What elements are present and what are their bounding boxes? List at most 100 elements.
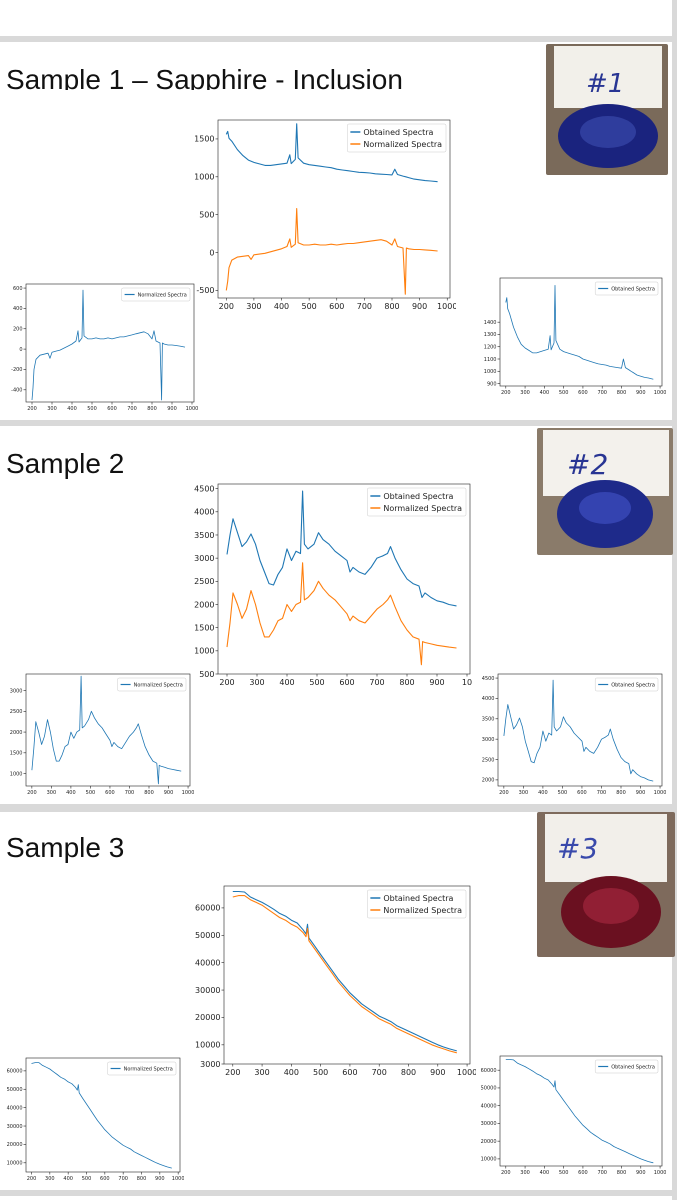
plot-frame <box>25 1057 181 1173</box>
y-tick-label: 1500 <box>10 751 23 757</box>
x-tick-label: 600 <box>105 790 115 796</box>
x-tick-label: 700 <box>597 390 607 396</box>
legend-label: Obtained Spectra <box>611 1064 655 1070</box>
y-tick-label: 1000 <box>10 771 23 777</box>
x-tick-label: 800 <box>617 1170 627 1176</box>
x-tick-label: 500 <box>302 302 317 311</box>
y-tick-label: 3000 <box>482 737 495 743</box>
x-tick-label: 900 <box>429 678 444 687</box>
y-tick-label: 0 <box>19 347 22 353</box>
x-tick-label: 400 <box>66 790 76 796</box>
x-tick-label: 300 <box>520 390 530 396</box>
chart-s2-main: 200 300 400 500 600 700 800 900 10 500 1000 1500 200… <box>186 480 476 692</box>
chart-svg: 200 300 400 500 600 700 800 900 1000 -500 0 500 1000… <box>194 119 456 311</box>
y-tick-label: -400 <box>11 388 22 394</box>
x-tick-label: 900 <box>430 1068 445 1077</box>
legend-box <box>594 1059 659 1074</box>
y-tick-label: 60000 <box>195 904 220 913</box>
y-tick-label: 1000 <box>194 647 214 656</box>
y-tick-label: 400 <box>13 306 23 312</box>
x-tick-label: 500 <box>82 1176 92 1182</box>
legend-box <box>367 889 467 919</box>
x-tick-label: 300 <box>519 790 529 796</box>
chart-s2-left: 200 300 400 500 600 700 800 900 1000 1000 1500 2000… <box>2 670 194 802</box>
y-tick-label: 40000 <box>7 1105 23 1111</box>
x-tick-label: 200 <box>501 1170 511 1176</box>
legend-label: Obtained Spectra <box>383 894 453 903</box>
x-tick-label: 200 <box>219 678 234 687</box>
y-tick-label: 50000 <box>7 1087 23 1093</box>
x-tick-label: 700 <box>597 790 607 796</box>
next-slide <box>0 1196 672 1200</box>
x-tick-label: 500 <box>558 790 568 796</box>
y-tick-label: 2500 <box>482 757 495 763</box>
legend-label: Normalized Spectra <box>138 292 187 298</box>
chart-svg: 200 300 400 500 600 700 800 900 1000 1000 1500 2000… <box>10 673 194 796</box>
x-tick-label: 300 <box>254 1068 269 1077</box>
x-tick-label: 200 <box>225 1068 240 1077</box>
slide-sample-3: Sample 3 #3 200 300 400 500 600 700 800 900 1000… <box>0 812 675 1190</box>
x-tick-label: 300 <box>47 406 57 412</box>
x-tick-label: 1000 <box>654 1170 666 1176</box>
y-tick-label: 500 <box>199 210 214 219</box>
y-tick-label: 2000 <box>194 600 214 609</box>
x-tick-label: 200 <box>27 406 37 412</box>
x-tick-label: 1000 <box>654 390 666 396</box>
x-tick-label: 400 <box>67 406 77 412</box>
x-tick-label: 900 <box>636 390 646 396</box>
x-tick-label: 600 <box>342 1068 357 1077</box>
y-tick-label: 1000 <box>484 369 497 375</box>
photo-label: #1 <box>586 69 624 99</box>
series-line-obtained-spectra <box>226 490 457 607</box>
x-tick-label: 400 <box>538 790 548 796</box>
legend-label: Normalized Spectra <box>383 504 462 513</box>
x-tick-label: 800 <box>399 678 414 687</box>
legend-box <box>107 1061 177 1076</box>
plot-frame <box>497 673 663 787</box>
y-tick-label: 1100 <box>484 357 497 363</box>
y-tick-label: 2500 <box>10 709 23 715</box>
chart-s3-right: 200 300 400 500 600 700 800 900 1000 10000 20000 30… <box>474 1052 666 1182</box>
x-tick-label: 900 <box>636 1170 646 1176</box>
y-tick-label: 3000 <box>200 1060 220 1069</box>
legend-box <box>347 123 447 153</box>
y-tick-label: 50000 <box>195 931 220 940</box>
chart-s3-main: 200 300 400 500 600 700 800 900 1000 3000 10000 200… <box>186 882 476 1082</box>
y-tick-label: 2000 <box>10 730 23 736</box>
x-tick-label: 500 <box>559 390 569 396</box>
slide-sample-2: Sample 2 #2 200 300 400 500 600 700 800 900 10 50… <box>0 426 673 804</box>
series-line-normalized-spectra <box>226 562 457 666</box>
y-tick-label: 4500 <box>482 676 495 682</box>
y-tick-label: 500 <box>199 670 214 679</box>
slide-title: Sample 1 – Sapphire - Inclusion <box>6 64 403 90</box>
y-tick-label: 600 <box>13 286 23 292</box>
y-tick-label: 30000 <box>481 1121 497 1127</box>
y-tick-label: 0 <box>209 248 214 257</box>
y-tick-label: 40000 <box>195 958 220 967</box>
y-tick-label: 40000 <box>481 1103 497 1109</box>
x-tick-label: 400 <box>63 1176 73 1182</box>
x-tick-label: 400 <box>540 390 550 396</box>
x-tick-label: 1000 <box>457 1068 476 1077</box>
plot-frame <box>499 277 663 387</box>
x-tick-label: 800 <box>384 302 399 311</box>
series-line-obtained-spectra <box>232 890 457 1052</box>
x-tick-label: 200 <box>501 390 511 396</box>
y-tick-label: 3000 <box>10 688 23 694</box>
x-tick-label: 900 <box>164 790 174 796</box>
x-tick-label: 900 <box>412 302 427 311</box>
y-tick-label: 1000 <box>194 173 214 182</box>
x-tick-label: 600 <box>578 1170 588 1176</box>
x-tick-label: 10 <box>462 678 472 687</box>
previous-slide <box>0 0 672 36</box>
legend-box <box>121 287 191 302</box>
y-tick-label: 30000 <box>195 986 220 995</box>
y-tick-label: 3000 <box>194 554 214 563</box>
chart-svg: 200 300 400 500 600 700 800 900 1000 10000 20000 30… <box>481 1055 666 1176</box>
legend-label: Normalized Spectra <box>363 140 442 149</box>
legend-label: Obtained Spectra <box>383 492 453 501</box>
y-tick-label: 20000 <box>481 1139 497 1145</box>
chart-s2-right: 200 300 400 500 600 700 800 900 1000 2000 2500 3000… <box>474 670 666 802</box>
x-tick-label: 800 <box>617 390 627 396</box>
x-tick-label: 600 <box>329 302 344 311</box>
